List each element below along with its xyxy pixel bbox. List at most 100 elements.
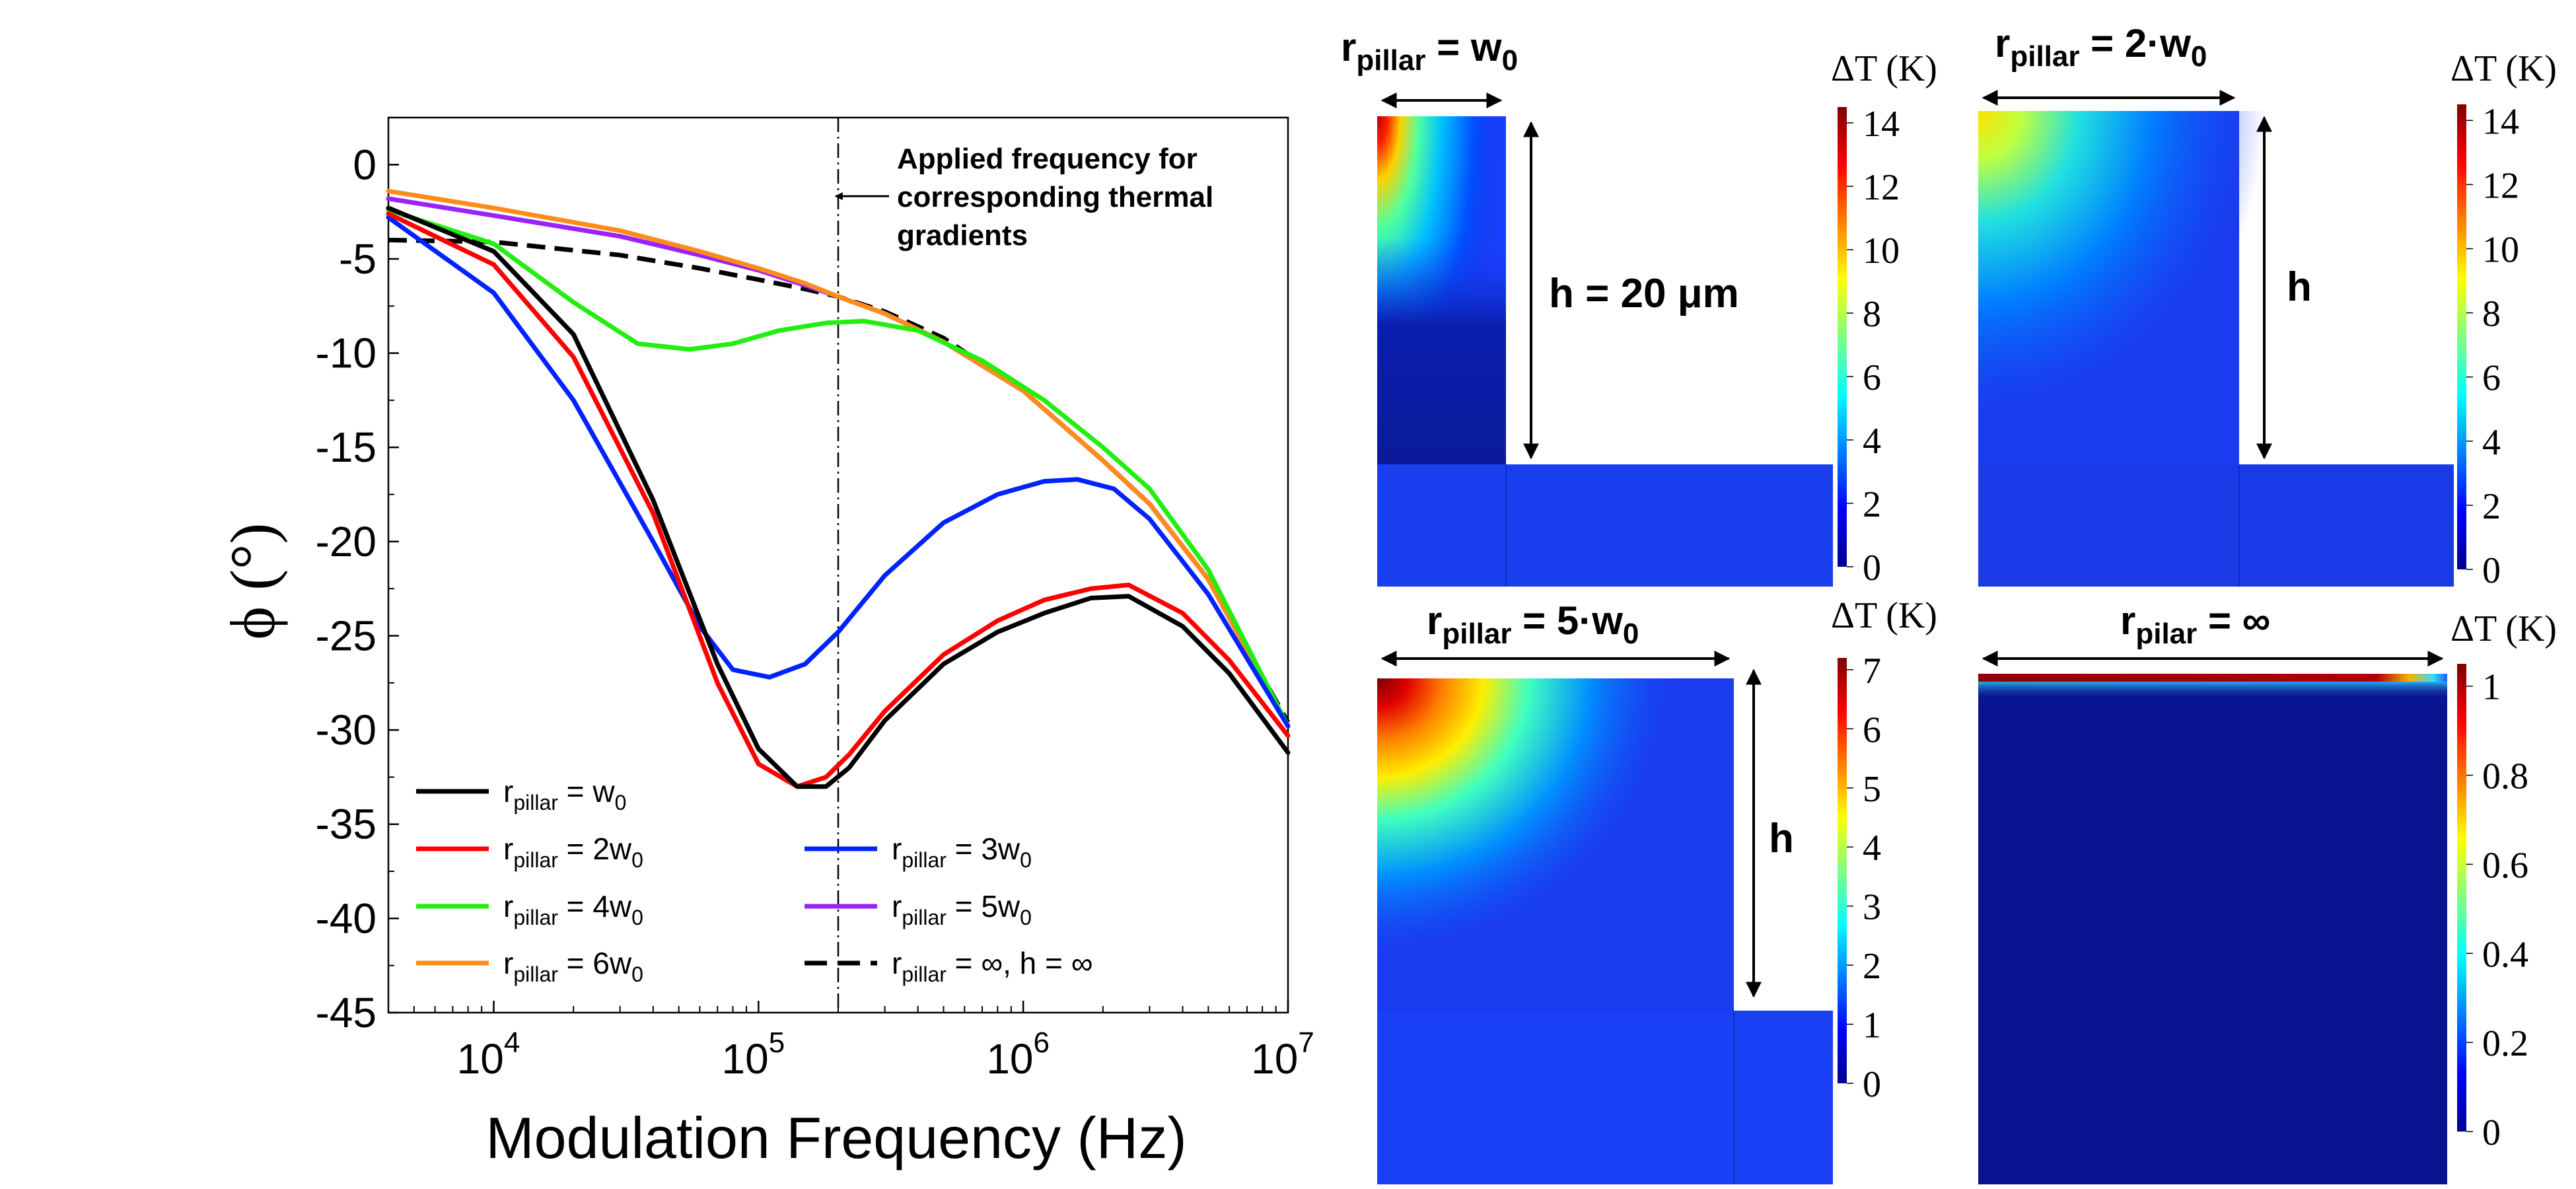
panel-title-2: rpillar = 2·w0 bbox=[1995, 21, 2207, 73]
colorbar-tick-label: 0.2 bbox=[2482, 1023, 2528, 1064]
legend-label-2: rpillar = 2w0 bbox=[503, 832, 643, 872]
colorbar-label: ΔT (K) bbox=[1831, 48, 1937, 89]
series-line-3 bbox=[386, 215, 1291, 729]
x-tick-label: 107 bbox=[1251, 1027, 1314, 1083]
colorbar-tick-label: 0 bbox=[1863, 1064, 1881, 1105]
heatmap-panel-4: rpilar = ∞ ΔT (K) 0 0.2 0.4 0.6 0.8 1 bbox=[1978, 598, 2557, 1184]
colorbar-tick-label: 3 bbox=[1863, 887, 1881, 928]
y-axis-label: ϕ (°) bbox=[217, 523, 288, 640]
series-line-4 bbox=[386, 207, 1291, 729]
annotation-line-1: Applied frequency for bbox=[897, 143, 1198, 175]
legend: rpillar = w0 rpillar = 2w0 rpillar = 3w0 rp… bbox=[416, 774, 1092, 986]
legend-label-7: rpillar = ∞, h = ∞ bbox=[892, 946, 1092, 986]
series-line-2 bbox=[386, 211, 1291, 789]
colorbar-tick-label: 7 bbox=[1863, 651, 1881, 692]
colorbar-tick-label: 14 bbox=[2482, 101, 2519, 142]
colorbar-2: ΔT (K) 0 2 4 6 8 10 12 14 bbox=[2451, 48, 2557, 591]
x-tick-label: 106 bbox=[986, 1027, 1050, 1083]
y-tick-label: -5 bbox=[339, 235, 376, 283]
substrate-region bbox=[1978, 464, 2454, 587]
y-tick-label: -10 bbox=[316, 330, 377, 377]
colorbar-tick-label: 4 bbox=[2482, 422, 2501, 463]
colorbar-gradient bbox=[1838, 658, 1847, 1083]
y-tick-label: 0 bbox=[353, 141, 376, 188]
colorbar-tick-label: 2 bbox=[1863, 946, 1881, 987]
colorbar-label: ΔT (K) bbox=[2451, 48, 2557, 89]
y-tick-marks bbox=[388, 164, 399, 1014]
colorbar-tick-label: 2 bbox=[2482, 486, 2501, 527]
colorbar-label: ΔT (K) bbox=[1831, 595, 1937, 636]
substrate-region bbox=[1377, 1011, 1833, 1184]
substrate-bottom-block bbox=[1377, 464, 1833, 587]
x-tick-label: 104 bbox=[457, 1027, 520, 1083]
colorbar-tick-label: 0 bbox=[2482, 1112, 2501, 1153]
y-tick-label: -15 bbox=[316, 423, 377, 471]
colorbar-gradient bbox=[1838, 107, 1847, 567]
annotation-line-2: corresponding thermal bbox=[897, 181, 1213, 213]
y-tick-label: -30 bbox=[316, 706, 377, 754]
colorbar-tick-label: 10 bbox=[1863, 231, 1900, 271]
panel-title-3: rpillar = 5·w0 bbox=[1427, 598, 1639, 650]
colorbar-4: ΔT (K) 0 0.2 0.4 0.6 0.8 1 bbox=[2451, 608, 2557, 1153]
colorbar-tick-label: 10 bbox=[2482, 229, 2519, 270]
colorbar-tick-label: 8 bbox=[2482, 294, 2501, 335]
height-label-2: h bbox=[2287, 264, 2312, 310]
colorbar-tick-label: 0.8 bbox=[2482, 756, 2528, 797]
y-tick-label: -35 bbox=[316, 801, 377, 848]
colorbar-tick-label: 6 bbox=[1863, 709, 1881, 750]
legend-label-4: rpillar = 4w0 bbox=[503, 889, 643, 929]
colorbar-tick-label: 2 bbox=[1863, 484, 1881, 525]
y-tick-label: -45 bbox=[316, 989, 377, 1036]
pillar-hot-zone bbox=[1978, 111, 2266, 429]
colorbar-gradient bbox=[2457, 104, 2466, 569]
heatmap-panel-3: rpillar = 5·w0 h ΔT (K) 0 1 2 3 4 5 6 7 bbox=[1377, 595, 1937, 1184]
colorbar-label: ΔT (K) bbox=[2451, 608, 2557, 649]
colorbar-tick-label: 12 bbox=[2482, 165, 2519, 206]
colorbar-tick-label: 12 bbox=[1863, 167, 1900, 208]
legend-label-6: rpillar = 6w0 bbox=[503, 946, 643, 986]
colorbar-tick-label: 4 bbox=[1863, 421, 1881, 462]
colorbar-tick-label: 0 bbox=[1863, 548, 1881, 589]
y-tick-label: -25 bbox=[316, 612, 377, 659]
colorbar-tick-label: 0.6 bbox=[2482, 845, 2528, 886]
phase-chart: 0 -5 -10 -15 -20 -25 -30 -35 -40 -45 104 105 106 107… bbox=[217, 116, 1314, 1171]
colorbar-tick-label: 6 bbox=[2482, 358, 2501, 399]
colorbar-tick-label: 1 bbox=[1863, 1005, 1881, 1046]
x-tick-marks bbox=[388, 1001, 1289, 1013]
surface-glow bbox=[1978, 680, 2447, 700]
pillar-hot-zone bbox=[1377, 678, 1680, 961]
hot-surface-strip bbox=[1978, 674, 2447, 682]
colorbar-3: ΔT (K) 0 1 2 3 4 5 6 7 bbox=[1831, 595, 1937, 1105]
panel-title-1: rpillar = w0 bbox=[1341, 25, 1518, 77]
height-label-3: h bbox=[1769, 816, 1794, 861]
colorbar-tick-label: 6 bbox=[1863, 357, 1881, 398]
series-group bbox=[386, 188, 1291, 789]
legend-label-5: rpillar = 5w0 bbox=[892, 889, 1032, 929]
colorbar-1: ΔT (K) 0 2 4 6 8 10 12 14 bbox=[1831, 48, 1937, 589]
annotation: Applied frequency for corresponding ther… bbox=[834, 143, 1213, 252]
panel-title-4: rpilar = ∞ bbox=[2120, 598, 2270, 650]
legend-label-3: rpillar = 3w0 bbox=[892, 832, 1032, 872]
colorbar-tick-label: 1 bbox=[2482, 667, 2501, 708]
colorbar-tick-label: 8 bbox=[1863, 294, 1881, 335]
colorbar-gradient bbox=[2457, 664, 2466, 1132]
series-line-1 bbox=[386, 205, 1291, 789]
colorbar-tick-label: 0 bbox=[2482, 550, 2501, 591]
y-tick-labels: 0 -5 -10 -15 -20 -25 -30 -35 -40 -45 bbox=[316, 141, 377, 1036]
substrate-region bbox=[1978, 674, 2447, 1184]
legend-label-1: rpillar = w0 bbox=[503, 774, 626, 814]
x-tick-label: 105 bbox=[722, 1027, 785, 1083]
heatmap-panel-2: rpillar = 2·w0 h ΔT (K) 0 2 4 6 8 10 12 14 bbox=[1978, 21, 2557, 591]
colorbar-tick-label: 5 bbox=[1863, 769, 1881, 810]
colorbar-tick-label: 0.4 bbox=[2482, 934, 2528, 975]
x-axis-label: Modulation Frequency (Hz) bbox=[485, 1105, 1186, 1171]
x-tick-labels: 104 105 106 107 bbox=[457, 1027, 1314, 1083]
y-tick-label: -20 bbox=[316, 518, 377, 565]
colorbar-tick-label: 14 bbox=[1863, 104, 1900, 145]
colorbar-tick-label: 4 bbox=[1863, 828, 1881, 869]
annotation-line-3: gradients bbox=[897, 219, 1028, 252]
height-label-1: h = 20 μm bbox=[1549, 271, 1739, 316]
y-tick-label: -40 bbox=[316, 894, 377, 942]
series-line-6 bbox=[386, 188, 1291, 729]
